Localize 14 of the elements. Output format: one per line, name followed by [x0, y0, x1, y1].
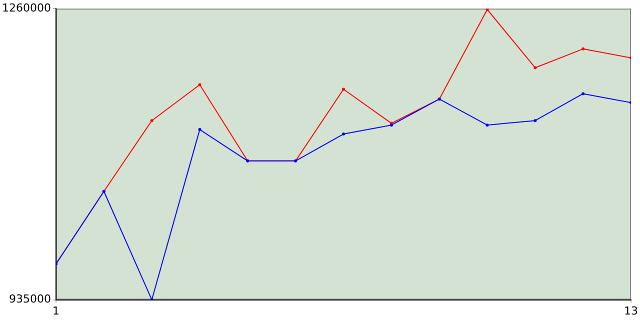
point: [582, 47, 585, 50]
x-tick-label: 13: [624, 304, 638, 318]
point: [342, 88, 345, 91]
point: [150, 119, 154, 122]
point: [486, 124, 489, 127]
point: [582, 92, 585, 96]
x-tick-label: 1: [52, 304, 60, 318]
y-tick-label: 1260000: [2, 1, 51, 14]
point: [198, 83, 202, 86]
point: [342, 132, 345, 136]
y-tick-label: 935000: [8, 292, 51, 306]
point: [534, 66, 537, 70]
point: [534, 119, 537, 122]
point: [198, 128, 202, 132]
